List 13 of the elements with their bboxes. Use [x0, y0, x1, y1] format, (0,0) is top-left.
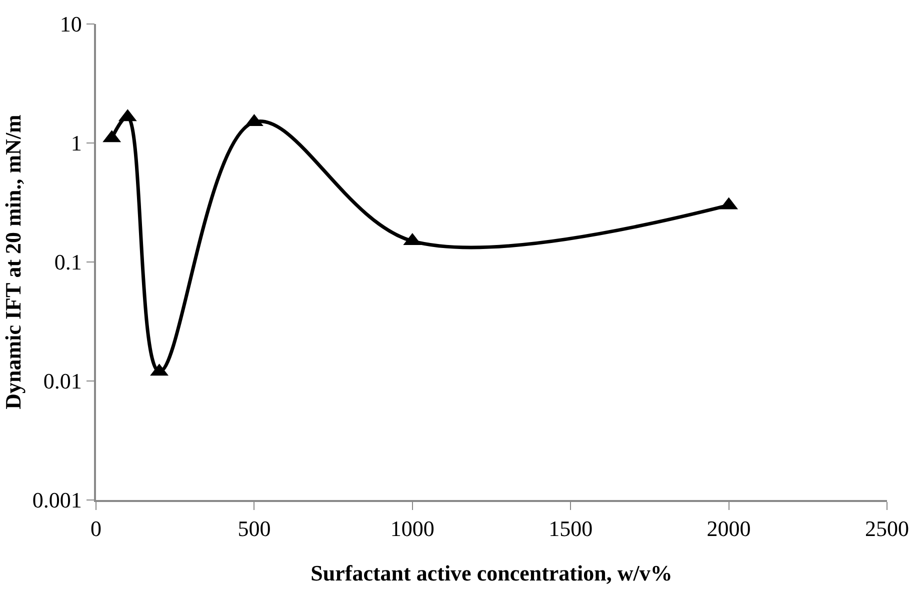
x-axis-title: Surfactant active concentration, w/v% [310, 560, 672, 586]
y-axis-title: Dynamic IFT at 20 min., mN/m [0, 114, 26, 410]
y-tick-label: 10 [60, 12, 82, 37]
x-tick-label: 1000 [390, 516, 434, 542]
x-tick-label: 1500 [548, 516, 593, 542]
y-tick-label: 0.01 [43, 368, 82, 394]
x-tick-label: 2000 [706, 516, 751, 542]
y-tick-label: 1 [70, 130, 82, 156]
x-tick-label: 0 [90, 516, 102, 542]
x-tick-label: 2500 [865, 516, 909, 542]
x-tick-label: 500 [238, 516, 271, 542]
y-tick-label: 0.001 [32, 488, 82, 513]
y-tick-label: 0.1 [54, 250, 82, 275]
